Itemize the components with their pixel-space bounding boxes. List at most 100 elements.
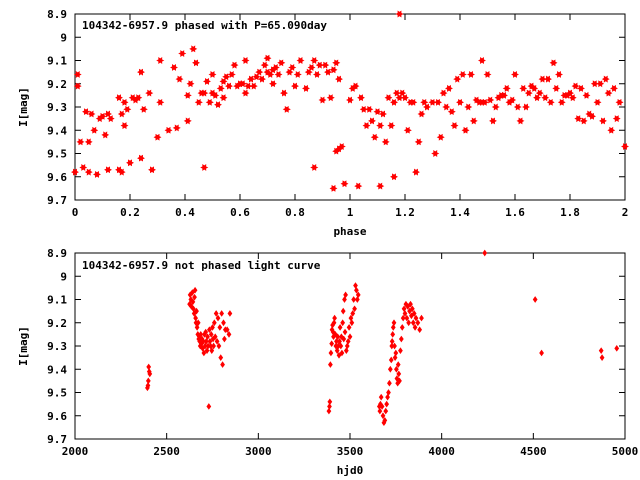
unphased-data-point: [334, 338, 339, 345]
phased-data-point: [247, 75, 255, 83]
phased-y-axis-label: I[mag]: [17, 87, 30, 127]
phased-x-tick-label: 0.6: [230, 206, 250, 219]
phased-data-point: [117, 110, 126, 118]
unphased-data-point: [218, 354, 224, 361]
phased-data-point: [258, 75, 266, 83]
phased-data-point: [340, 180, 349, 188]
phased-y-tick-label: 9.2: [47, 78, 67, 91]
unphased-data-point: [346, 324, 352, 331]
phased-data-point: [313, 71, 321, 78]
unphased-data-point: [205, 333, 210, 341]
phased-chart-title: 104342-6957.9 phased with P=65.090day: [82, 19, 327, 32]
phased-data-point: [601, 75, 610, 83]
unphased-data-point: [209, 347, 215, 354]
unphased-axis-ticks: [74, 252, 626, 440]
phased-y-tick-labels: 8.9 9 9.1 9.2 9.3 9.4 9.5 9.6 9.7: [47, 8, 67, 207]
phased-data-point: [607, 126, 616, 134]
phased-data-point: [104, 166, 112, 174]
phased-data-point: [541, 94, 550, 102]
phased-data-point: [395, 10, 404, 18]
phased-data-point: [516, 117, 525, 125]
unphased-x-tick-label: 4500: [520, 445, 547, 458]
unphased-data-point: [342, 296, 347, 303]
unphased-x-tick-label: 3000: [245, 445, 272, 458]
phased-data-point: [511, 71, 519, 78]
unphased-data-point: [207, 326, 212, 334]
phased-data-point: [593, 98, 602, 106]
unphased-data-point: [198, 331, 204, 338]
phased-x-tick-label: 0.4: [175, 206, 195, 219]
phased-data-point: [145, 89, 154, 97]
unphased-y-tick-label: 9.4: [47, 363, 67, 376]
unphased-data-point: [203, 328, 209, 336]
phased-data-point: [219, 94, 228, 102]
phased-data-point: [445, 84, 453, 92]
phased-data-point: [376, 122, 385, 130]
phased-data-point: [148, 166, 156, 174]
phased-data-point: [153, 133, 162, 141]
unphased-data-point: [389, 338, 395, 345]
unphased-data-point: [398, 347, 403, 354]
unphased-data-point: [350, 310, 356, 317]
unphased-data-point: [383, 407, 389, 415]
phased-data-point: [106, 115, 115, 123]
phased-data-point: [71, 168, 79, 176]
phased-x-tick-label: 0: [72, 206, 79, 219]
unphased-data-point: [410, 319, 416, 327]
phased-data-point: [621, 143, 629, 150]
unphased-data-point: [339, 349, 345, 357]
phased-x-tick-label: 1.4: [450, 206, 470, 219]
phased-data-point: [530, 84, 539, 92]
phased-y-tick-label: 9.3: [47, 101, 67, 114]
unphased-data-point: [402, 310, 408, 317]
unphased-y-tick-label: 9.7: [47, 433, 67, 446]
phased-data-point: [175, 75, 184, 83]
unphased-data-point: [354, 286, 359, 294]
phased-y-tick-label: 9: [60, 31, 67, 44]
phased-data-point: [574, 115, 583, 123]
unphased-data-point: [222, 335, 227, 343]
phased-data-point: [615, 98, 624, 106]
phased-data-point: [84, 138, 93, 146]
unphased-y-axis-label: I[mag]: [17, 326, 30, 366]
unphased-data-point: [327, 398, 333, 406]
unphased-data-point: [204, 347, 210, 354]
unphased-data-point: [539, 349, 544, 357]
unphased-data-point: [385, 393, 390, 401]
phased-data-point: [456, 98, 464, 106]
phased-data-point: [502, 84, 511, 92]
phased-data-point: [409, 98, 418, 106]
phased-data-point: [321, 61, 330, 69]
phased-data-point: [84, 168, 93, 176]
phased-data-point: [428, 98, 437, 106]
unphased-data-points: [145, 249, 620, 427]
unphased-data-point: [329, 340, 335, 347]
phased-data-point: [216, 84, 225, 92]
phased-data-point: [390, 98, 398, 106]
unphased-data-point: [219, 310, 225, 317]
unphased-data-point: [379, 403, 385, 410]
phased-data-point: [126, 159, 134, 167]
phased-data-point: [403, 126, 412, 134]
phased-data-point: [478, 57, 486, 64]
unphased-data-point: [343, 347, 349, 354]
unphased-data-point: [340, 319, 346, 327]
phased-data-point: [117, 168, 126, 176]
phased-data-point: [464, 103, 473, 111]
phased-data-point: [442, 103, 451, 111]
phased-data-point: [522, 103, 530, 111]
phased-x-axis-label: phase: [333, 225, 366, 238]
unphased-data-point: [331, 319, 337, 327]
phased-data-point: [170, 64, 178, 71]
phased-data-point: [156, 98, 165, 106]
unphased-data-point: [415, 319, 421, 327]
unphased-data-point: [194, 324, 200, 331]
unphased-x-axis-label: hjd0: [337, 464, 364, 477]
unphased-data-point: [216, 342, 222, 350]
unphased-data-point: [387, 379, 392, 387]
phased-data-point: [568, 94, 577, 102]
phased-data-point: [263, 54, 272, 62]
phased-data-point: [123, 105, 132, 113]
phased-data-point: [450, 122, 459, 130]
unphased-data-point: [345, 338, 351, 345]
